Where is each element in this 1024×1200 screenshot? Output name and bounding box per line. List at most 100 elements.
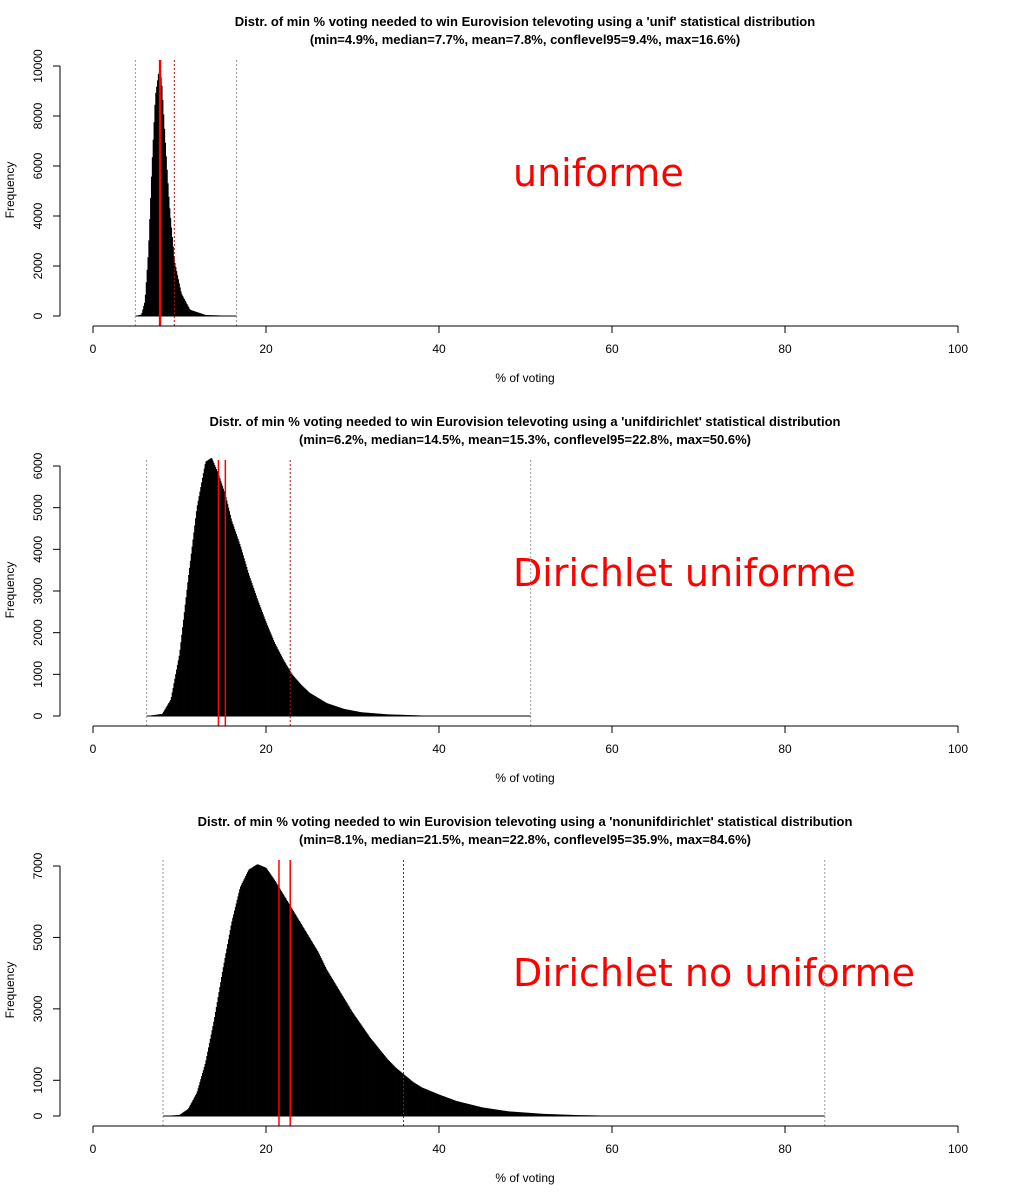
histogram-bar [443, 1096, 445, 1116]
histogram-bar [157, 80, 159, 316]
histogram-bar [221, 483, 223, 716]
histogram-bar [206, 460, 208, 716]
histogram-bar [269, 631, 271, 716]
histogram-bar [495, 1109, 497, 1116]
histogram-bar [265, 867, 267, 1116]
histogram-bar [234, 907, 237, 1116]
histogram-bar [365, 712, 367, 716]
histogram-bar [182, 1112, 184, 1116]
histogram-bar [369, 1037, 372, 1116]
histogram-bar [402, 1073, 404, 1116]
histogram-bar [379, 1049, 381, 1116]
histogram-bar [396, 714, 398, 716]
histogram-bar [342, 997, 345, 1116]
histogram-bar [330, 976, 332, 1116]
histogram-bar [145, 282, 147, 316]
histogram-bar [275, 882, 277, 1116]
histogram-bar [490, 1108, 493, 1116]
x-tick-label: 60 [605, 342, 619, 356]
histogram-bar [189, 1106, 191, 1116]
histogram-bar [336, 706, 339, 716]
histogram-bar [285, 663, 287, 716]
histogram-bar [161, 713, 163, 716]
histogram-bar [331, 704, 333, 716]
histogram-bar [458, 1101, 461, 1116]
histogram-bar [398, 1070, 400, 1116]
y-tick-label: 5000 [31, 924, 45, 951]
histogram-bar [144, 294, 147, 316]
histogram-bar [393, 1065, 395, 1116]
histogram-bar [563, 1114, 565, 1116]
histogram-bar [266, 868, 268, 1116]
histogram-bar [273, 642, 276, 716]
histogram-bar [165, 156, 167, 316]
histogram-bar [514, 1111, 516, 1116]
y-tick-label: 10000 [31, 49, 45, 83]
histogram-bar [242, 555, 244, 716]
histogram-bar [389, 714, 391, 716]
histogram-bar [147, 257, 149, 316]
x-tick-label: 0 [90, 342, 97, 356]
histogram-bar [422, 1087, 424, 1116]
histogram-bar [192, 539, 194, 716]
histogram-bar [163, 711, 165, 716]
histogram-bar [490, 1108, 492, 1116]
histogram-bar [284, 896, 286, 1116]
annotation-label: Dirichlet no uniforme [513, 951, 915, 995]
histogram-bar [539, 1113, 541, 1116]
histogram-bar [228, 511, 231, 716]
histogram-bar [195, 1093, 198, 1116]
histogram-bar [342, 996, 344, 1116]
histogram-bar [157, 714, 159, 716]
histogram-bar [290, 672, 292, 716]
histogram-bar [254, 865, 256, 1116]
histogram-bar [342, 708, 345, 716]
annotation-label: uniforme [513, 151, 684, 195]
histogram-bar [158, 714, 160, 716]
histogram-bar [303, 928, 305, 1116]
histogram-bar [150, 197, 152, 316]
histogram-bar [280, 891, 282, 1116]
histogram-bar [274, 881, 276, 1116]
histogram-bar [354, 1015, 356, 1116]
histogram-bar [310, 941, 313, 1116]
histogram-bar [300, 684, 302, 716]
histogram-bar [172, 687, 174, 716]
histogram-bar [371, 713, 373, 716]
histogram-bar [464, 1103, 467, 1116]
histogram-bar [513, 1111, 515, 1116]
histogram-bar [330, 977, 333, 1116]
histogram-bar [200, 1079, 202, 1116]
histogram-bar [249, 578, 251, 716]
histogram-bar [322, 700, 324, 716]
histogram-bar [392, 1064, 394, 1116]
histogram-bar [248, 869, 250, 1116]
histogram-bar [366, 1033, 368, 1116]
histogram-bar [489, 1108, 491, 1116]
histogram-bar [520, 1112, 522, 1116]
histogram-bar [321, 959, 323, 1116]
histogram-bar [473, 1105, 475, 1116]
histogram-bar [515, 1111, 517, 1116]
histogram-bar [200, 313, 202, 316]
histogram-bar [283, 895, 285, 1116]
histogram-bar [327, 703, 329, 716]
histogram-bar [432, 1091, 434, 1116]
histogram-bar [232, 917, 234, 1116]
histogram-bar [334, 705, 336, 716]
histogram-bar [390, 714, 392, 716]
histogram-bar [313, 695, 315, 716]
histogram-bar [481, 1107, 483, 1116]
histogram-bar [175, 267, 177, 316]
histogram-bar [464, 1103, 466, 1116]
histogram-bar [347, 1004, 349, 1116]
histogram-bar [227, 944, 229, 1116]
histogram-bar [240, 546, 242, 716]
histogram-bar [166, 705, 168, 716]
histogram-bar [496, 1109, 499, 1116]
histogram-bar [213, 462, 215, 716]
x-axis-label: % of voting [495, 371, 554, 385]
histogram-bar [176, 669, 178, 716]
histogram-bar [243, 558, 245, 716]
histogram-bar [385, 714, 387, 716]
